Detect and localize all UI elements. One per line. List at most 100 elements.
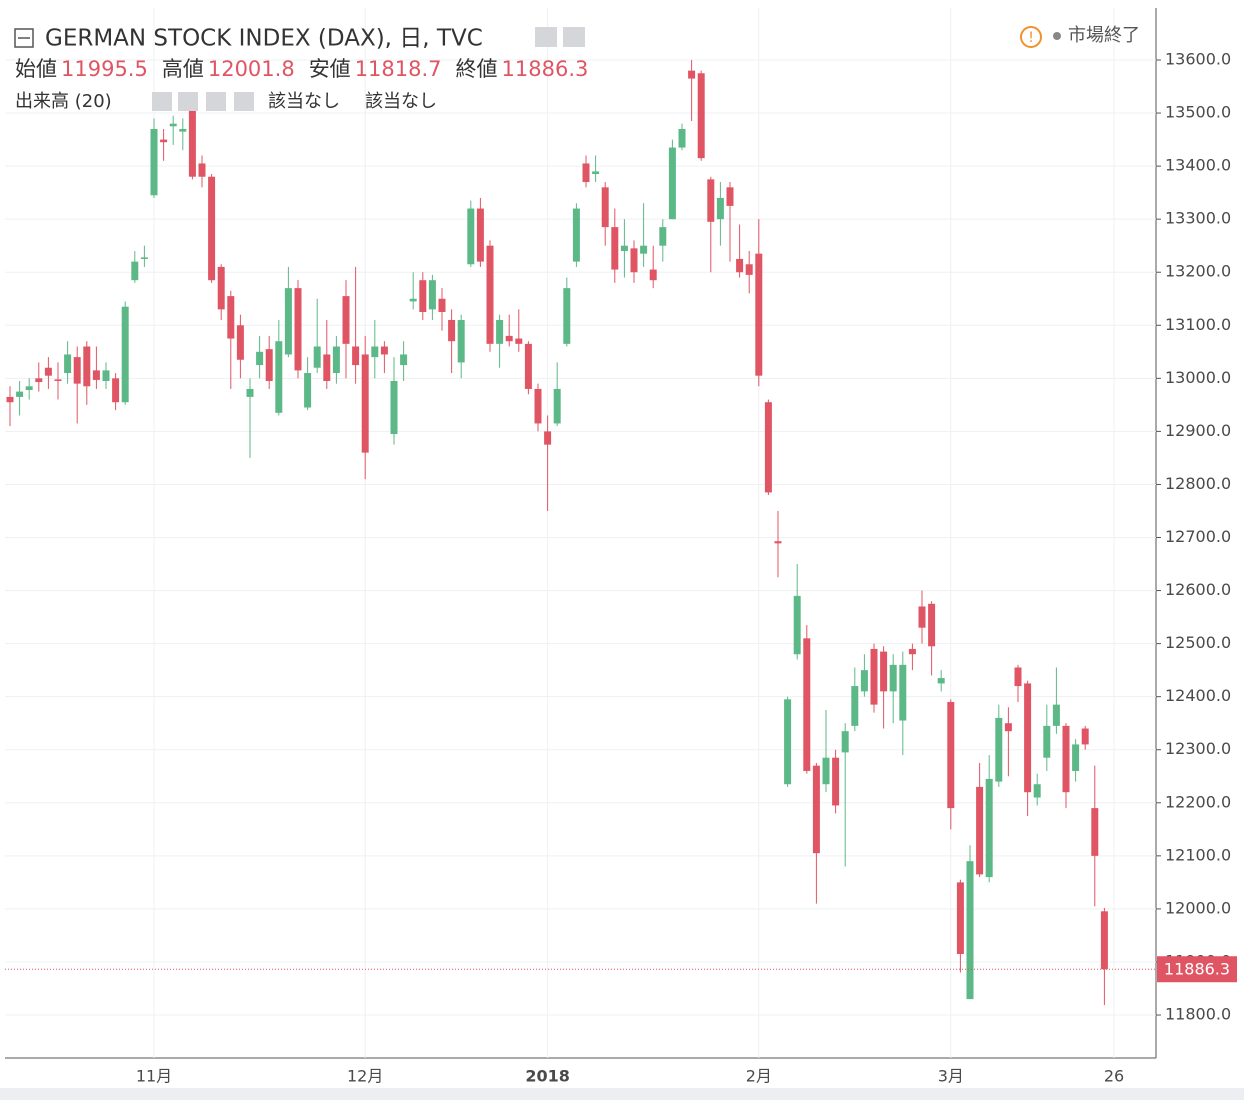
y-tick-label: 13300.0 — [1165, 209, 1231, 228]
volume-value: 該当なし — [365, 91, 437, 112]
candle-body — [812, 765, 820, 854]
candles — [5, 59, 1156, 1006]
candle-body — [73, 357, 81, 384]
settings-icon[interactable] — [563, 27, 585, 47]
candle-body — [1014, 667, 1022, 687]
candle-body — [956, 882, 964, 955]
alert-icon[interactable] — [1020, 26, 1042, 48]
candle-body — [448, 319, 456, 342]
candle-body — [697, 73, 705, 159]
candle-body — [611, 227, 619, 270]
candle-body — [342, 296, 350, 344]
eye-icon[interactable] — [535, 27, 557, 47]
candle-body — [889, 664, 897, 692]
candle-body — [736, 258, 744, 273]
x-tick-label: 2月 — [746, 1067, 772, 1086]
candle-body — [131, 261, 139, 281]
alert-mark: ! — [1028, 30, 1034, 46]
y-tick-label: 12300.0 — [1165, 739, 1231, 758]
x-tick-label: 3月 — [938, 1067, 964, 1086]
candle-body — [1100, 911, 1108, 970]
candle-body — [841, 731, 849, 753]
candle-body — [1052, 704, 1060, 726]
candle-body — [985, 778, 993, 878]
candle-body — [1072, 744, 1080, 771]
bottom-toolbar — [0, 1088, 1244, 1100]
legend-value: 11995.5 — [61, 57, 148, 81]
candle-body — [745, 264, 753, 275]
volume-value: 該当なし — [268, 91, 340, 112]
candle-body — [880, 651, 888, 692]
candle-body — [64, 354, 72, 374]
candle-body — [54, 379, 62, 381]
candle-body — [496, 319, 504, 344]
candle-body — [390, 380, 398, 435]
legend-label: 始値 — [15, 57, 57, 81]
candle-body — [457, 319, 465, 363]
candle-body — [860, 670, 868, 692]
y-tick-label: 13600.0 — [1165, 49, 1231, 68]
candle-body — [217, 266, 225, 310]
candle-body — [707, 179, 715, 222]
x-tick-label: 12月 — [347, 1067, 383, 1086]
candle-body — [630, 248, 638, 273]
candle-body — [764, 402, 772, 493]
candle-body — [582, 163, 590, 183]
candle-body — [572, 208, 580, 262]
candle-body — [1043, 725, 1051, 758]
candle-body — [524, 343, 532, 389]
last-price-box — [1157, 956, 1237, 983]
candle-body — [486, 245, 494, 344]
candle-body — [323, 354, 331, 381]
candle-body — [304, 373, 312, 408]
candle-body — [160, 139, 168, 143]
candle-body — [620, 245, 628, 252]
candle-body — [188, 102, 196, 177]
y-tick-label: 13200.0 — [1165, 262, 1231, 281]
candle-body — [284, 288, 292, 355]
candle-body — [246, 388, 254, 397]
candle-body — [515, 338, 523, 344]
candle-body — [6, 396, 14, 403]
vol-eye-icon[interactable] — [152, 92, 172, 111]
candle-body — [467, 208, 475, 265]
candle-body — [966, 861, 974, 1000]
candle-body — [563, 288, 571, 344]
x-tick-label: 2018 — [525, 1067, 570, 1086]
candle-body — [505, 335, 513, 342]
vol-close-icon[interactable] — [234, 92, 254, 111]
candle-body — [419, 280, 427, 313]
vol-settings-icon[interactable] — [178, 92, 198, 111]
candle-body — [25, 386, 33, 391]
candle-body — [179, 128, 187, 132]
vol-add-icon[interactable] — [206, 92, 226, 111]
candle-body — [208, 176, 216, 281]
chart-title: GERMAN STOCK INDEX (DAX), 日, TVC — [45, 26, 483, 52]
y-tick-label: 12400.0 — [1165, 686, 1231, 705]
candle-body — [995, 717, 1003, 782]
y-tick-label: 12700.0 — [1165, 527, 1231, 546]
legend-value: 12001.8 — [208, 57, 295, 81]
candle-body — [544, 431, 552, 445]
collapse-icon[interactable] — [14, 28, 34, 48]
candle-body — [1024, 683, 1032, 793]
candle-body — [678, 128, 686, 148]
candle-body — [371, 346, 379, 358]
y-tick-label: 12800.0 — [1165, 474, 1231, 493]
candle-body — [534, 388, 542, 424]
candle-body — [601, 187, 609, 228]
candle-body — [822, 757, 830, 785]
candle-body — [140, 257, 148, 259]
candle-body — [438, 298, 446, 313]
market-status: 市場終了 — [1068, 25, 1140, 46]
candle-body — [83, 346, 91, 387]
candle-body — [774, 541, 782, 544]
volume-label: 出来高 (20) — [15, 91, 112, 112]
candle-body — [1081, 728, 1089, 745]
candle-body — [832, 757, 840, 806]
candle-body — [352, 346, 360, 366]
candle-body — [313, 346, 321, 368]
candle-body — [908, 648, 916, 655]
candle-body — [688, 70, 696, 79]
